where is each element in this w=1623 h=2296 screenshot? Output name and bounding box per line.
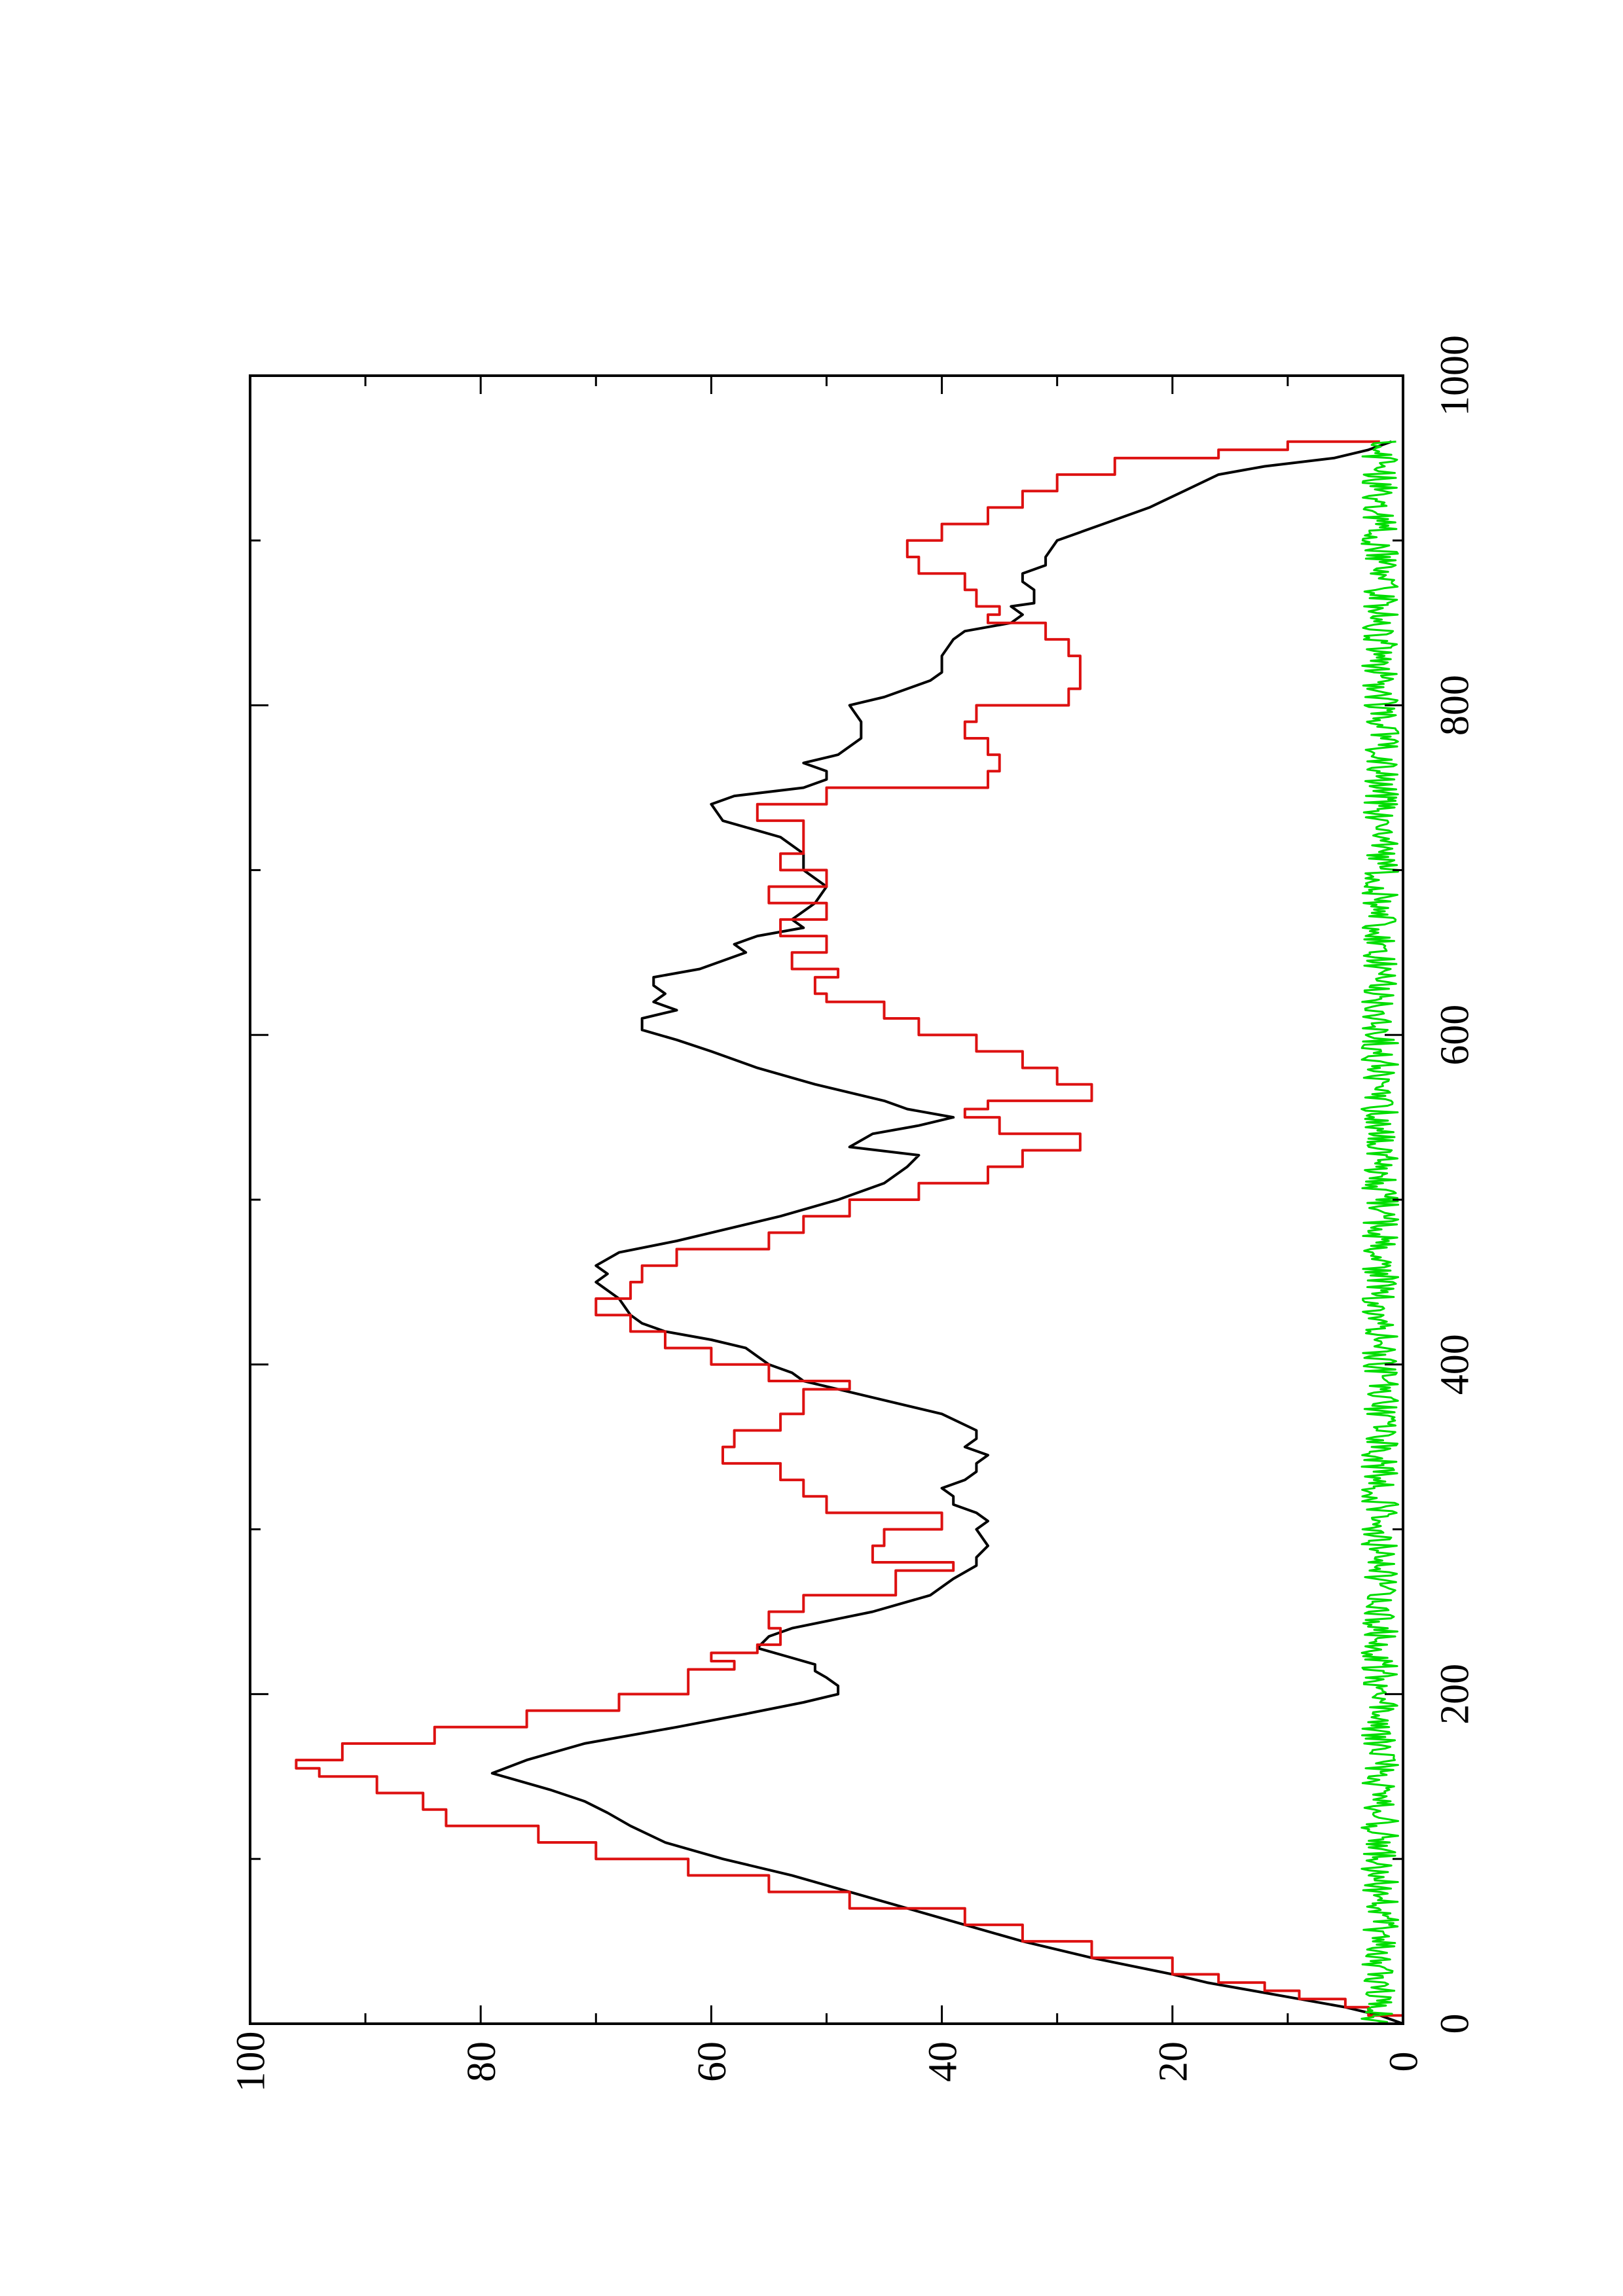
series-line-1: [490, 440, 1404, 2025]
tick-layer: 0 200 400 600 800 1000 0 20 40 60 80 100: [229, 335, 1478, 2092]
x-tick-label: 0: [1433, 2014, 1478, 2034]
x-tick-label: 1000: [1433, 335, 1478, 416]
y-tick-label: 80: [460, 2041, 504, 2082]
x-tick-label: 200: [1433, 1664, 1478, 1725]
series-line-2: [295, 440, 1404, 2024]
y-tick-label: 100: [229, 2032, 274, 2092]
x-tick-label: 400: [1433, 1334, 1478, 1395]
x-tick-label: 800: [1433, 675, 1478, 736]
x-tick-label: 600: [1433, 1005, 1478, 1066]
y-tick-label: 0: [1382, 2052, 1427, 2072]
series-line-3: [1360, 440, 1400, 2025]
y-tick-label: 20: [1152, 2041, 1196, 2082]
plot-layer: [295, 440, 1404, 2025]
y-tick-label: 60: [690, 2041, 735, 2082]
plot-frame: [249, 374, 1404, 2025]
y-tick-label: 40: [921, 2041, 965, 2082]
